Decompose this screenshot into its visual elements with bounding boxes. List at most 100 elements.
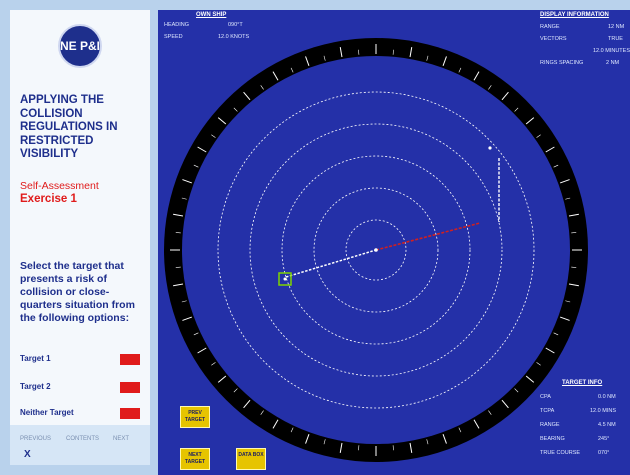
navigation-bar: PREVIOUS CONTENTS NEXT X bbox=[10, 432, 150, 462]
range-ring bbox=[217, 91, 535, 409]
bezel-tick bbox=[501, 399, 509, 409]
bezel-tick bbox=[193, 332, 199, 336]
own-ship-value: 090°T bbox=[228, 22, 243, 28]
bezel-tick bbox=[409, 442, 413, 453]
target-label: CPA bbox=[540, 394, 551, 400]
target-panel-heading: TARGET INFO bbox=[562, 380, 603, 386]
bezel-tick bbox=[260, 85, 264, 90]
bezel-tick bbox=[182, 316, 192, 321]
radar-display: OWN SHIP HEADING 090°T SPEED 12.0 KNOTS … bbox=[158, 10, 630, 475]
bezel-tick bbox=[305, 56, 310, 66]
display-value: 12.0 MINUTES bbox=[593, 48, 630, 54]
bezel-tick bbox=[426, 439, 429, 445]
bezel-tick bbox=[243, 91, 251, 101]
option-label: Target 2 bbox=[20, 382, 51, 391]
target-value: 070° bbox=[598, 450, 610, 456]
bezel-tick bbox=[193, 164, 199, 168]
bezel-tick bbox=[260, 410, 264, 415]
bezel-tick bbox=[553, 332, 559, 336]
option-label: Target 1 bbox=[20, 354, 51, 363]
radar-scope bbox=[164, 38, 588, 462]
question-card: NE P&I APPLYING THE COLLISION REGULATION… bbox=[10, 10, 150, 425]
option-select-button[interactable] bbox=[120, 382, 140, 393]
bezel-tick bbox=[473, 71, 480, 81]
option-target-2[interactable]: Target 2 bbox=[20, 382, 145, 394]
bezel-tick bbox=[545, 146, 555, 153]
range-ring bbox=[281, 155, 471, 345]
target-label: TRUE COURSE bbox=[540, 450, 581, 456]
close-button[interactable]: X bbox=[24, 449, 31, 460]
target-2-echo bbox=[283, 277, 287, 281]
bezel-tick bbox=[211, 134, 216, 138]
own-ship-label: HEADING bbox=[164, 22, 190, 28]
next-link[interactable]: NEXT bbox=[113, 436, 130, 442]
bezel-tick bbox=[473, 419, 480, 429]
bezel-tick bbox=[514, 388, 519, 393]
bezel-tick bbox=[458, 67, 462, 73]
target-label: RANGE bbox=[540, 422, 560, 428]
bezel-tick bbox=[568, 283, 579, 287]
bezel-tick bbox=[458, 427, 462, 433]
bezel-tick bbox=[525, 375, 535, 383]
bezel-tick bbox=[305, 434, 310, 444]
target-value: 245° bbox=[598, 436, 610, 442]
data-box-button[interactable]: DATA BOX bbox=[236, 448, 266, 470]
target-2-vector bbox=[285, 249, 377, 278]
bezel-tick bbox=[217, 117, 227, 125]
bezel-tick bbox=[501, 91, 509, 101]
bezel-tick bbox=[536, 362, 541, 366]
display-label: RINGS SPACING bbox=[540, 60, 584, 66]
option-select-button[interactable] bbox=[120, 354, 140, 365]
bezel-tick bbox=[290, 427, 294, 433]
bezel-tick bbox=[243, 399, 251, 409]
prev-target-button[interactable]: PREV TARGET bbox=[180, 406, 210, 428]
own-ship-heading: OWN SHIP bbox=[196, 12, 227, 18]
bezel-tick bbox=[290, 67, 294, 73]
option-neither-target[interactable]: Neither Target bbox=[20, 408, 145, 420]
question-text: Select the target that presents a risk o… bbox=[20, 260, 135, 324]
company-logo: NE P&I bbox=[58, 24, 102, 68]
bezel-tick bbox=[536, 134, 541, 138]
bezel-tick bbox=[409, 47, 413, 58]
bezel-tick bbox=[323, 439, 326, 445]
bezel-tick bbox=[197, 146, 207, 153]
self-assessment-label: Self-Assessment bbox=[20, 180, 99, 192]
bezel-tick bbox=[488, 85, 492, 90]
display-label: VECTORS bbox=[540, 36, 567, 42]
bezel-tick bbox=[339, 47, 343, 58]
exercise-label: Exercise 1 bbox=[20, 193, 77, 205]
target-value: 12.0 MINS bbox=[590, 408, 616, 414]
range-ring bbox=[313, 187, 439, 313]
range-ring bbox=[249, 123, 503, 377]
display-value: 12 NM bbox=[608, 24, 625, 30]
option-target-1[interactable]: Target 1 bbox=[20, 354, 145, 366]
contents-link[interactable]: CONTENTS bbox=[66, 436, 99, 442]
bezel-tick bbox=[181, 300, 187, 303]
bezel-tick bbox=[197, 347, 207, 354]
bezel-tick bbox=[339, 442, 343, 453]
bezel-tick bbox=[233, 107, 238, 112]
target-label: BEARING bbox=[540, 436, 565, 442]
range-rings bbox=[217, 91, 535, 409]
previous-link[interactable]: PREVIOUS bbox=[20, 436, 52, 442]
selected-target-box[interactable] bbox=[278, 272, 292, 286]
logo-text: NE P&I bbox=[60, 38, 101, 53]
bezel-tick bbox=[217, 375, 227, 383]
bezel-tick bbox=[560, 316, 570, 321]
next-target-button[interactable]: NEXT TARGET bbox=[180, 448, 210, 470]
option-select-button[interactable] bbox=[120, 408, 140, 419]
bezel-tick bbox=[211, 362, 216, 366]
bezel-tick bbox=[173, 213, 184, 217]
display-value: 2 NM bbox=[606, 60, 620, 66]
target-1-echo bbox=[488, 146, 492, 150]
bezel-tick bbox=[553, 164, 559, 168]
display-label: RANGE bbox=[540, 24, 560, 30]
bezel-tick bbox=[442, 434, 447, 444]
bezel-tick bbox=[488, 410, 492, 415]
bezel-tick bbox=[514, 107, 519, 112]
sidebar: NE P&I APPLYING THE COLLISION REGULATION… bbox=[10, 10, 150, 465]
own-ship-label: SPEED bbox=[164, 34, 183, 40]
bezel-tick-marks bbox=[170, 44, 582, 456]
target-value: 4.5 NM bbox=[598, 422, 616, 428]
target-label: TCPA bbox=[540, 408, 555, 414]
